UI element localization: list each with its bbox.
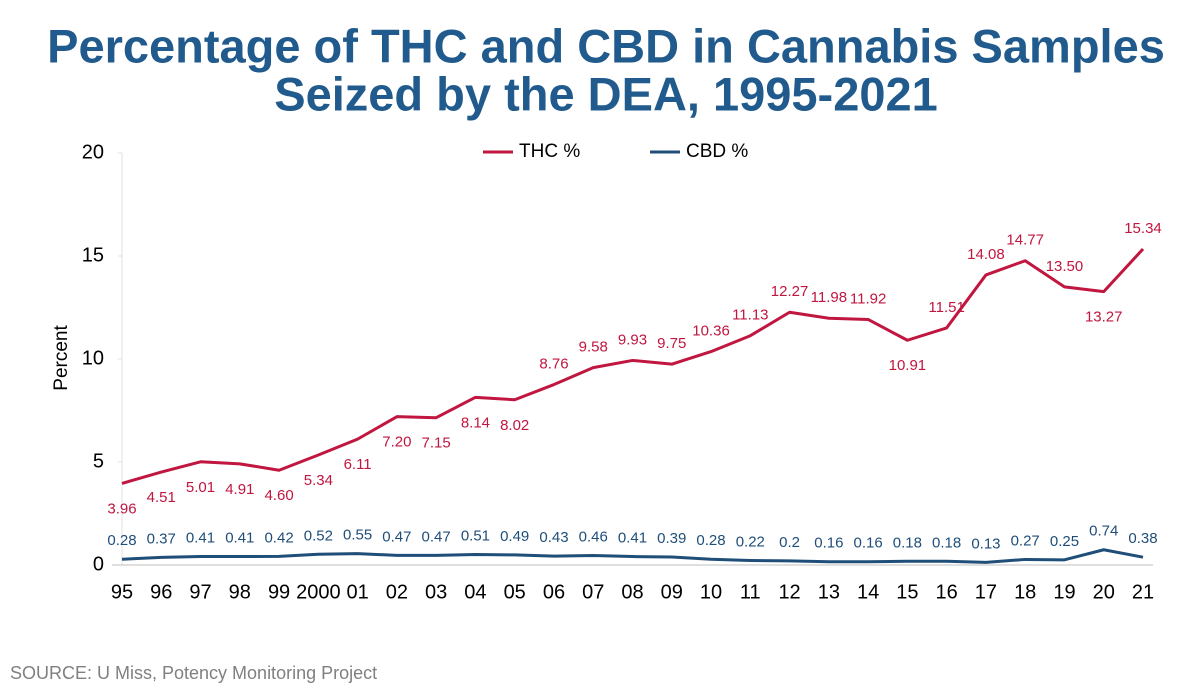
x-tick-label: 11: [740, 581, 761, 603]
data-label: 7.15: [422, 435, 451, 452]
x-tick-label: 01: [346, 581, 368, 603]
y-tick-label: 5: [93, 450, 104, 472]
source-note: SOURCE: U Miss, Potency Monitoring Proje…: [10, 663, 377, 683]
data-label: 0.49: [500, 528, 529, 545]
data-label: 14.77: [1006, 232, 1044, 249]
x-tick-label: 2000: [296, 581, 341, 603]
data-label: 0.16: [814, 535, 843, 552]
data-label: 0.52: [304, 527, 333, 544]
chart-title: Seized by the DEA, 1995-2021: [274, 67, 938, 120]
x-tick-label: 16: [936, 581, 958, 603]
data-label: 0.74: [1089, 523, 1118, 540]
data-label: 0.43: [539, 529, 568, 546]
x-tick-label: 98: [229, 581, 251, 603]
data-label: 0.38: [1128, 530, 1157, 547]
x-tick-label: 07: [582, 581, 604, 603]
data-label: 4.51: [147, 489, 176, 506]
data-label: 0.37: [147, 530, 176, 547]
data-label: 9.75: [657, 335, 686, 352]
data-label: 11.13: [732, 307, 768, 324]
data-label: 0.2: [779, 534, 800, 551]
x-tick-label: 15: [896, 581, 918, 603]
data-label: 0.18: [932, 534, 961, 551]
data-label: 7.20: [382, 434, 411, 451]
data-label: 0.39: [657, 530, 686, 547]
data-label: 13.27: [1085, 309, 1123, 326]
data-label: 0.16: [854, 535, 883, 552]
data-label: 0.46: [579, 528, 608, 545]
y-tick-label: 0: [93, 553, 104, 575]
data-label: 0.42: [264, 529, 293, 546]
data-label: 0.41: [618, 530, 647, 547]
x-tick-label: 13: [818, 581, 840, 603]
x-tick-label: 12: [778, 581, 800, 603]
data-label: 0.41: [186, 530, 215, 547]
data-label: 13.50: [1046, 258, 1084, 275]
chart-title: Percentage of THC and CBD in Cannabis Sa…: [47, 19, 1165, 72]
data-label: 14.08: [967, 246, 1005, 263]
data-label: 0.47: [382, 528, 411, 545]
x-tick-label: 14: [857, 581, 879, 603]
data-label: 0.55: [343, 527, 372, 544]
legend-label: CBD %: [686, 141, 748, 162]
x-tick-label: 21: [1132, 581, 1154, 603]
x-tick-label: 10: [700, 581, 722, 603]
data-label: 5.01: [186, 479, 215, 496]
data-label: 8.76: [539, 356, 568, 373]
data-label: 0.13: [971, 535, 1000, 552]
data-label: 4.60: [264, 487, 293, 504]
data-label: 8.02: [500, 417, 529, 434]
data-label: 0.28: [696, 532, 725, 549]
data-label: 8.14: [461, 414, 490, 431]
data-label: 11.51: [928, 299, 964, 316]
x-tick-label: 04: [464, 581, 486, 603]
data-label: 0.28: [107, 532, 136, 549]
data-label: 9.58: [579, 339, 608, 356]
y-tick-label: 10: [82, 347, 104, 369]
data-label: 10.36: [692, 323, 730, 340]
x-tick-label: 03: [425, 581, 447, 603]
data-label: 0.47: [422, 528, 451, 545]
x-tick-label: 99: [268, 581, 290, 603]
x-tick-label: 97: [189, 581, 211, 603]
data-label: 10.91: [889, 357, 927, 374]
data-label: 11.98: [811, 289, 847, 306]
data-label: 9.93: [618, 331, 647, 348]
data-label: 15.34: [1124, 220, 1162, 237]
data-label: 11.92: [850, 290, 886, 307]
data-label: 3.96: [107, 500, 136, 517]
data-label: 0.41: [225, 530, 254, 547]
x-tick-label: 17: [975, 581, 997, 603]
data-label: 5.34: [304, 472, 333, 489]
y-tick-label: 15: [82, 244, 104, 266]
data-line: [121, 548, 1144, 564]
legend-label: THC %: [519, 141, 580, 162]
x-tick-label: 18: [1014, 581, 1036, 603]
x-tick-label: 19: [1053, 581, 1075, 603]
x-tick-label: 96: [150, 581, 172, 603]
x-tick-label: 95: [111, 581, 133, 603]
data-label: 6.11: [344, 456, 372, 473]
x-tick-label: 20: [1093, 581, 1115, 603]
y-tick-label: 20: [82, 141, 104, 163]
x-tick-label: 05: [504, 581, 526, 603]
x-tick-label: 09: [661, 581, 683, 603]
x-tick-label: 06: [543, 581, 565, 603]
x-tick-label: 02: [386, 581, 408, 603]
data-line: [121, 247, 1145, 485]
data-label: 4.91: [225, 481, 254, 498]
data-label: 0.18: [893, 534, 922, 551]
data-label: 0.51: [461, 527, 490, 544]
data-label: 0.22: [736, 533, 765, 550]
x-tick-label: 08: [621, 581, 643, 603]
data-label: 0.25: [1050, 533, 1079, 550]
data-label: 0.27: [1011, 532, 1040, 549]
y-axis-label: Percent: [51, 325, 72, 391]
data-label: 12.27: [771, 283, 809, 300]
